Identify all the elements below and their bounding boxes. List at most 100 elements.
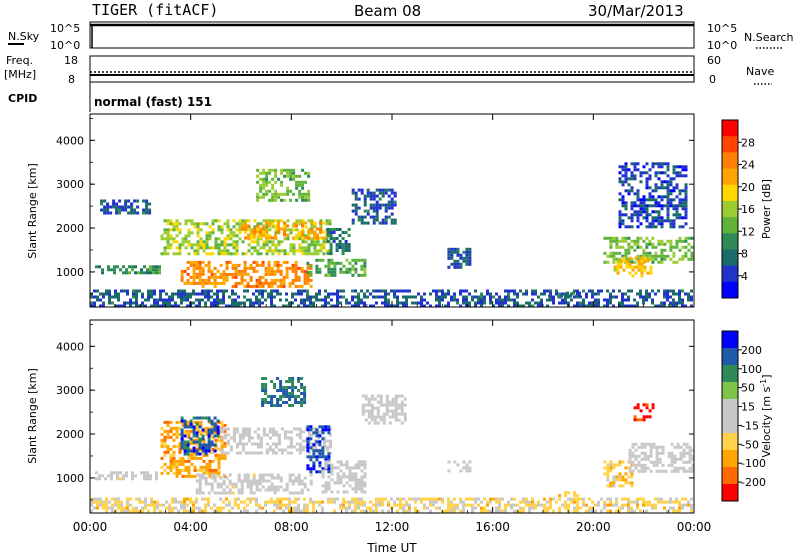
- power-cell: [276, 292, 279, 296]
- velocity-cell: [468, 503, 471, 507]
- power-cell: [657, 216, 661, 220]
- power-cell: [186, 278, 190, 282]
- power-cell: [159, 304, 162, 308]
- power-cell: [387, 206, 391, 210]
- power-cell: [675, 216, 679, 220]
- power-cell: [672, 292, 675, 296]
- power-cell: [594, 292, 597, 296]
- power-cell: [684, 239, 688, 243]
- velocity-cell: [375, 500, 378, 504]
- velocity-cell: [628, 451, 632, 455]
- velocity-cell: [363, 503, 366, 507]
- power-cell: [348, 267, 352, 271]
- velocity-cell: [198, 416, 202, 420]
- power-cell: [301, 195, 305, 199]
- power-cell: [681, 216, 685, 220]
- velocity-cell: [207, 443, 211, 447]
- power-cell: [283, 192, 287, 196]
- velocity-cell: [183, 419, 187, 423]
- power-cell: [262, 246, 266, 250]
- velocity-cell: [211, 426, 215, 430]
- velocity-cell: [220, 448, 224, 452]
- velocity-cell: [126, 509, 129, 513]
- velocity-cell: [447, 460, 451, 464]
- power-cell: [294, 260, 298, 264]
- velocity-cell: [291, 377, 295, 380]
- velocity-cell: [658, 457, 662, 461]
- power-cell: [329, 237, 333, 240]
- velocity-cell: [231, 485, 235, 489]
- velocity-cell: [651, 506, 654, 510]
- velocity-cell: [351, 478, 355, 482]
- power-cell: [672, 213, 676, 217]
- power-cell: [344, 243, 348, 246]
- power-cell: [678, 257, 682, 261]
- power-cell: [669, 225, 673, 229]
- velocity-cell: [636, 406, 640, 410]
- velocity-cell: [244, 427, 248, 431]
- power-cell: [363, 203, 367, 207]
- velocity-cell: [235, 451, 239, 455]
- power-cell: [285, 269, 289, 273]
- power-cell: [444, 292, 447, 296]
- power-cell: [127, 211, 131, 215]
- power-cell: [651, 222, 655, 226]
- velocity-cell: [531, 500, 534, 504]
- power-cell: [633, 165, 637, 169]
- power-cell: [307, 198, 311, 202]
- velocity-cell: [222, 506, 225, 510]
- velocity-cell: [354, 497, 357, 501]
- power-cell: [225, 263, 229, 267]
- power-cell: [341, 231, 345, 234]
- velocity-cell: [552, 509, 555, 513]
- power-cell: [341, 246, 345, 249]
- power-cell: [325, 237, 329, 241]
- power-cell: [136, 205, 140, 209]
- velocity-cell: [204, 416, 208, 420]
- velocity-cell: [247, 451, 251, 455]
- velocity-cell: [288, 497, 291, 501]
- velocity-cell: [400, 409, 404, 413]
- velocity-cell: [328, 445, 332, 449]
- velocity-cell: [336, 497, 339, 501]
- velocity-cell: [345, 463, 349, 467]
- power-cell: [312, 295, 315, 299]
- velocity-cell: [247, 430, 251, 434]
- velocity-cell: [117, 506, 120, 510]
- velocity-cell: [181, 474, 185, 478]
- velocity-cell: [95, 471, 98, 475]
- velocity-cell: [125, 474, 128, 478]
- power-cell: [264, 269, 268, 273]
- velocity-cell: [435, 500, 438, 504]
- power-cell: [204, 263, 208, 267]
- power-cell: [480, 292, 483, 296]
- velocity-cell: [327, 458, 331, 462]
- velocity-cell: [283, 430, 287, 434]
- velocity-cell: [252, 482, 256, 486]
- colorbar-segment: [722, 233, 738, 250]
- velocity-cell: [273, 500, 276, 504]
- velocity-cell: [110, 477, 113, 481]
- power-cell: [244, 219, 248, 223]
- power-cell: [310, 227, 313, 231]
- power-cell: [253, 249, 257, 253]
- velocity-cell: [243, 509, 246, 513]
- velocity-cell: [201, 497, 204, 501]
- power-cell: [135, 295, 138, 299]
- power-cell: [195, 260, 199, 264]
- power-cell: [259, 171, 263, 175]
- power-cell: [669, 189, 673, 193]
- velocity-cell: [244, 433, 248, 437]
- power-cell: [115, 211, 119, 215]
- power-cell: [660, 225, 664, 229]
- velocity-cell: [564, 506, 567, 510]
- power-cell: [645, 180, 649, 184]
- power-cell: [643, 256, 647, 260]
- power-cell: [265, 189, 269, 193]
- velocity-cell: [210, 473, 214, 477]
- velocity-cell: [183, 506, 186, 510]
- velocity-cell: [261, 473, 265, 477]
- power-cell: [582, 289, 585, 293]
- velocity-cell: [648, 500, 651, 504]
- power-cell: [543, 292, 546, 296]
